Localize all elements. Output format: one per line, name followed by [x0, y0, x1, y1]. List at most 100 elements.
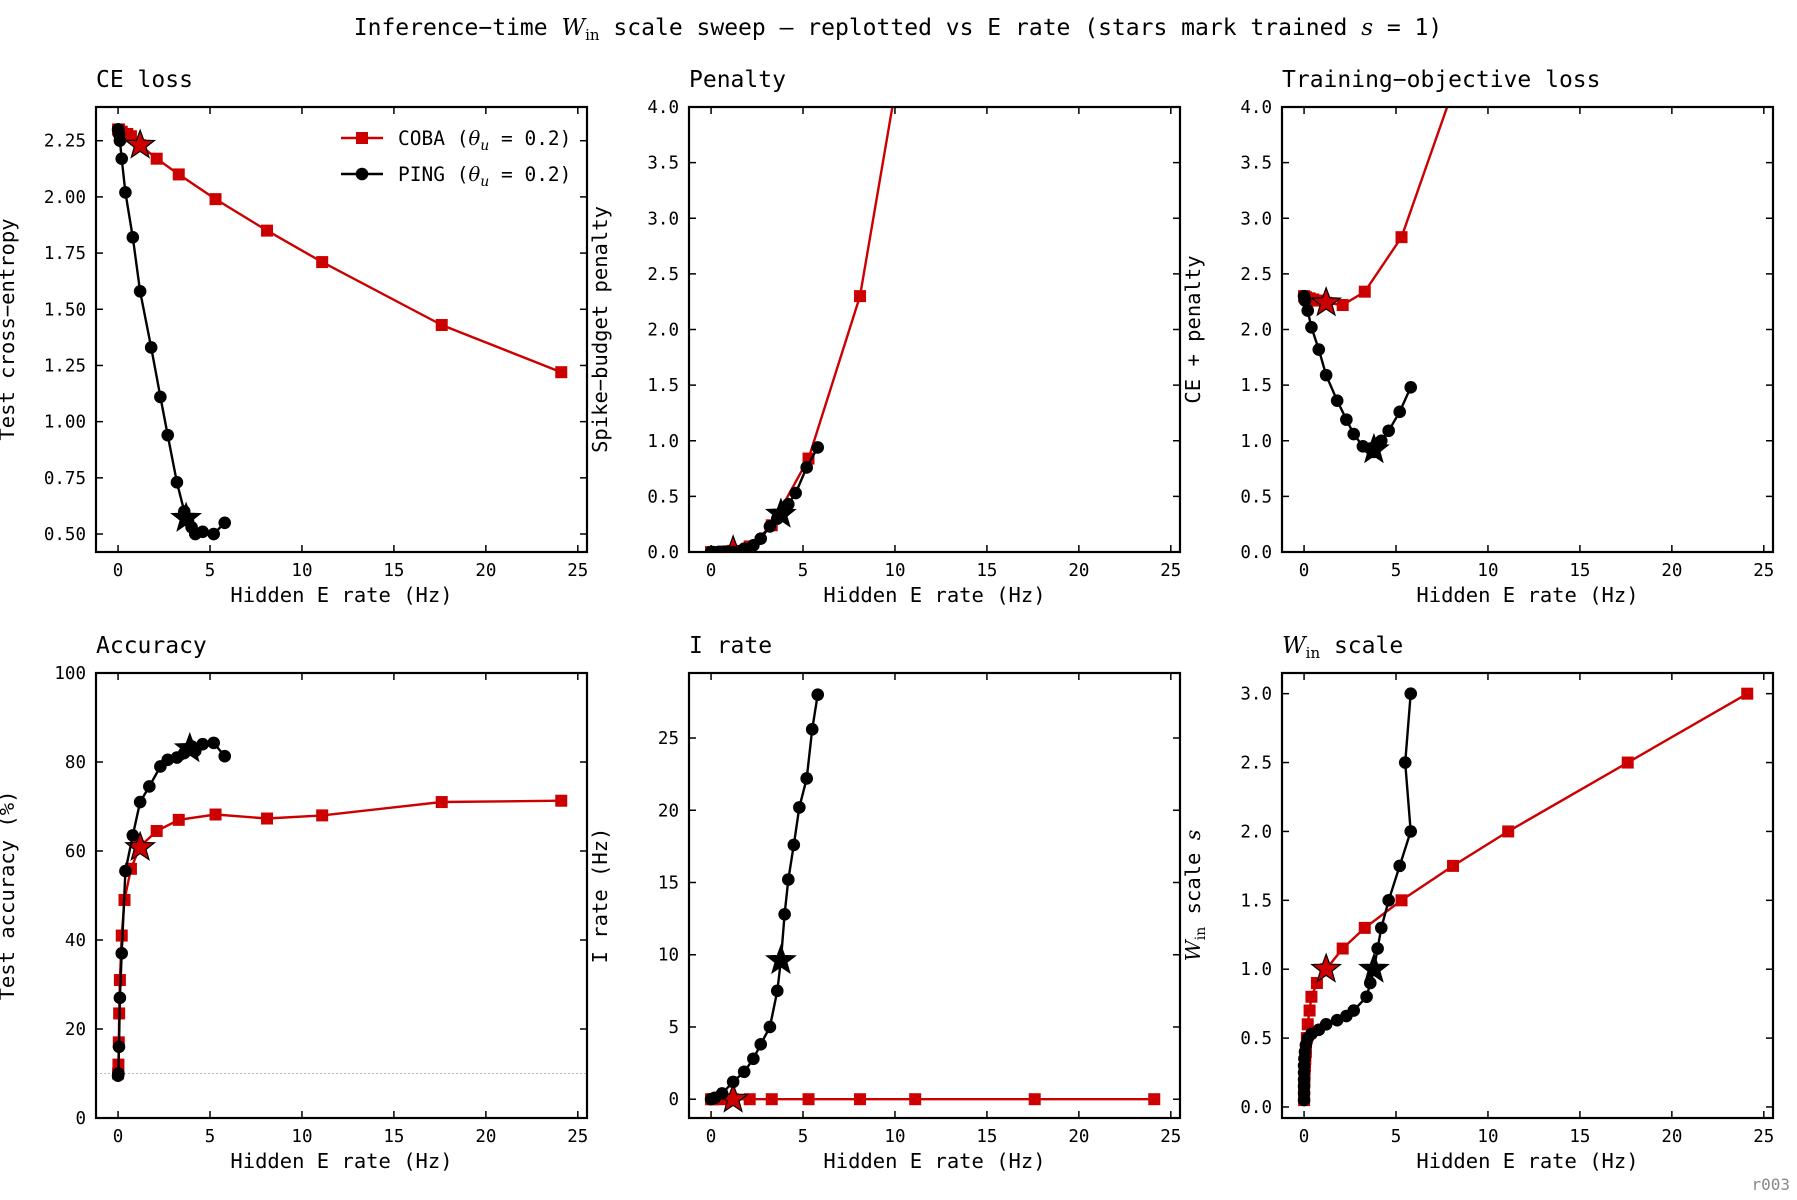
x-tick-label: 0	[1299, 561, 1310, 581]
data-point-ping	[1360, 990, 1373, 1004]
x-tick-label: 15	[383, 561, 404, 581]
trained-star-ping	[170, 501, 203, 532]
y-tick-label: 5	[668, 1018, 679, 1038]
data-point-ping	[715, 1087, 729, 1100]
trained-star-ping	[765, 497, 797, 528]
y-tick-label: 0.5	[1240, 487, 1272, 507]
data-point-coba	[435, 796, 448, 809]
legend: COBA (θu = 0.2) PING (θu = 0.2)	[341, 127, 571, 190]
panel-title: CE loss	[96, 67, 193, 93]
y-tick-label: 0	[668, 1090, 679, 1110]
x-tick-label: 5	[1391, 561, 1402, 581]
x-tick-label: 10	[291, 561, 312, 581]
data-point-ping	[1393, 405, 1406, 419]
y-tick-label: 1.0	[647, 432, 679, 452]
data-point-ping	[1312, 343, 1326, 356]
data-point-ping	[1330, 394, 1344, 408]
data-point-ping	[154, 390, 167, 404]
data-point-coba	[1301, 1018, 1314, 1031]
y-tick-label: 20	[658, 801, 679, 821]
data-point-ping	[1340, 413, 1353, 426]
data-point-ping	[207, 527, 220, 541]
data-point-coba	[1336, 942, 1349, 955]
data-point-coba	[555, 366, 568, 379]
y-tick-label: 1.5	[1240, 891, 1272, 911]
data-point-ping	[726, 1075, 740, 1089]
data-point-ping	[113, 991, 127, 1005]
data-point-ping	[805, 723, 819, 736]
y-tick-label: 2.5	[1240, 754, 1272, 774]
data-point-coba	[1305, 990, 1318, 1003]
x-tick-label: 0	[706, 561, 717, 581]
data-point-ping	[763, 1020, 777, 1034]
y-axis-label: Test cross−entropy	[0, 218, 19, 440]
x-tick-label: 0	[1299, 1127, 1310, 1147]
trained-star-ping	[173, 731, 206, 763]
x-tick-label: 20	[475, 561, 496, 581]
y-tick-label: 20	[65, 1020, 86, 1040]
y-tick-label: 1.0	[1240, 960, 1272, 980]
y-tick-label: 0.50	[44, 525, 86, 545]
data-point-coba	[1336, 299, 1349, 312]
data-point-ping	[143, 780, 156, 793]
y-tick-label: 2.5	[647, 265, 679, 285]
x-tick-label: 10	[884, 1127, 905, 1147]
data-point-ping	[1375, 921, 1388, 935]
y-tick-label: 40	[65, 931, 86, 951]
x-axis-label: Hidden E rate (Hz)	[1416, 1149, 1638, 1173]
plot-area	[1297, 687, 1754, 1107]
x-tick-label: 25	[1160, 561, 1181, 581]
data-point-coba	[1502, 825, 1515, 838]
data-point-coba	[1741, 687, 1754, 700]
data-point-ping	[1404, 825, 1418, 838]
data-point-ping	[778, 907, 791, 921]
y-axis-label: Spike−budget penalty	[588, 206, 612, 453]
y-tick-label: 60	[65, 842, 86, 862]
panel-title: Training−objective loss	[1282, 67, 1601, 93]
y-tick-label: 0.5	[647, 487, 679, 507]
trained-star-coba	[124, 830, 157, 861]
y-tick-label: 2.0	[1240, 321, 1272, 341]
y-tick-label: 2.0	[1240, 822, 1272, 842]
data-point-ping	[218, 749, 232, 763]
chart-panel-ce: CE loss 0 5 10 15 20 25 0.50 0.75 1.00 1.25 1.50 1.7…	[0, 67, 588, 607]
data-point-ping	[119, 864, 132, 878]
panel-title: Accuracy	[96, 633, 207, 659]
trained-star-ping	[1358, 432, 1390, 464]
data-point-ping	[793, 801, 806, 814]
y-tick-label: 3.0	[647, 209, 679, 229]
y-tick-label: 1.75	[44, 244, 86, 264]
data-point-ping	[1347, 1004, 1361, 1017]
y-tick-label: 2.00	[44, 188, 86, 208]
y-tick-label: 0.75	[44, 469, 86, 489]
chart-panel-accuracy: Accuracy 0 5 10 15 20 25 0 20 40 60 80 100 Hidden E r…	[0, 633, 588, 1173]
series-line-coba	[116, 799, 562, 1074]
series-line-ping	[710, 694, 819, 1101]
axes-frame	[94, 105, 589, 554]
axes-frame	[1280, 671, 1775, 1120]
data-point-ping	[1375, 434, 1388, 448]
data-point-coba	[316, 809, 329, 822]
x-tick-label: 0	[113, 561, 124, 581]
data-point-coba	[765, 1093, 778, 1106]
data-point-coba	[1148, 1093, 1161, 1106]
data-point-ping	[787, 838, 801, 852]
legend-marker-square	[356, 132, 368, 144]
data-point-coba	[1303, 1004, 1316, 1017]
data-point-ping	[726, 545, 740, 552]
trained-star-coba	[124, 128, 157, 159]
data-point-coba	[150, 824, 163, 837]
trained-star-ping	[1358, 952, 1390, 983]
axes-frame	[94, 671, 589, 1120]
data-point-ping	[1301, 304, 1315, 317]
data-point-coba	[209, 193, 222, 206]
x-axis-label: Hidden E rate (Hz)	[823, 583, 1045, 607]
data-point-coba	[209, 808, 222, 821]
panel-title: I rate	[689, 633, 772, 659]
x-axis-label: Hidden E rate (Hz)	[230, 1149, 452, 1173]
data-point-ping	[1382, 424, 1395, 438]
data-point-coba	[802, 1093, 815, 1106]
y-tick-label: 2.5	[1240, 265, 1272, 285]
x-axis-label: Hidden E rate (Hz)	[1416, 583, 1638, 607]
